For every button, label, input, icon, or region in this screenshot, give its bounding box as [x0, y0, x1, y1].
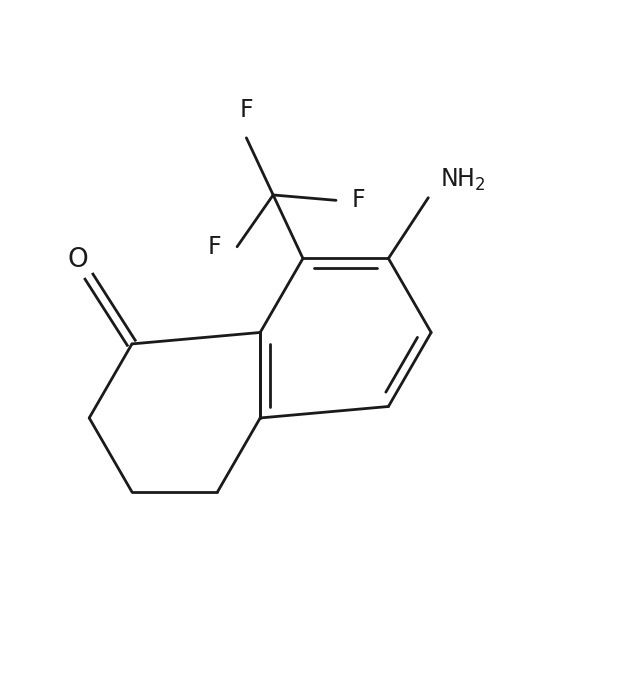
Text: F: F	[239, 99, 253, 122]
Text: O: O	[68, 247, 88, 272]
Text: NH$_2$: NH$_2$	[440, 167, 486, 193]
Text: F: F	[208, 235, 221, 259]
Text: F: F	[351, 189, 365, 212]
